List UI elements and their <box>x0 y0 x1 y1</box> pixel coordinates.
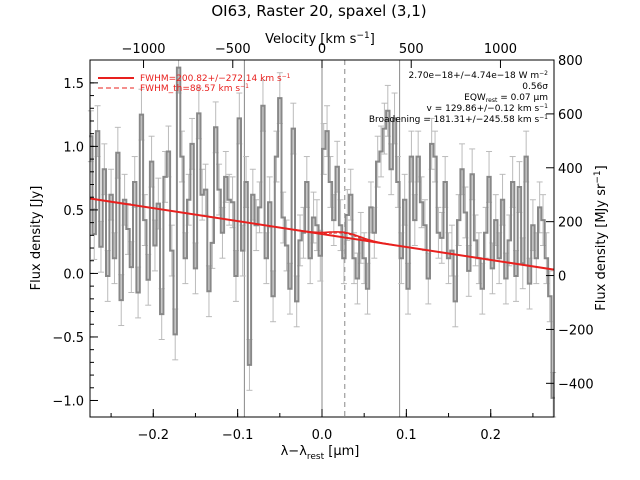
y-tick-label: 1.5 <box>63 77 84 92</box>
x-tick-label: 0.1 <box>396 428 417 443</box>
annotation: EQWrest = 0.07 μm <box>464 93 548 104</box>
right-tick-label: 200 <box>558 216 583 231</box>
top-tick-label: 0 <box>318 42 326 57</box>
legend-label: FWHM_th=88.57 km s−1 <box>140 83 249 94</box>
right-tick-label: −200 <box>558 323 594 338</box>
annotation: 0.56σ <box>522 82 548 92</box>
annotation: v = 129.86+/−0.12 km s−1 <box>427 103 549 114</box>
x-tick-label: −0.2 <box>137 428 169 443</box>
y-tick-label: −0.5 <box>52 331 84 346</box>
chart-title: OI63, Raster 20, spaxel (3,1) <box>211 2 426 20</box>
top-tick-label: −1000 <box>122 42 166 57</box>
annotation: 2.70e−18+/−4.74e−18 W m−2 <box>409 70 549 81</box>
y-axis-title: Flux density [Jy] <box>29 186 44 291</box>
right-tick-label: 400 <box>558 162 583 177</box>
annotation: Broadening = 181.31+/−245.58 km s−1 <box>369 114 548 125</box>
spectrum-line <box>89 66 555 399</box>
y-tick-label: 0.0 <box>63 267 84 282</box>
right-tick-label: 800 <box>558 54 583 69</box>
legend-label: FWHM=200.82+/−272.14 km s−1 <box>140 73 291 84</box>
y-tick-label: 1.0 <box>63 140 84 155</box>
legend: FWHM=200.82+/−272.14 km s−1FWHM_th=88.57… <box>98 73 291 94</box>
right-axis-title: Flux density [MJy sr−1] <box>593 165 609 310</box>
right-tick-label: −400 <box>558 377 594 392</box>
series-layer <box>89 66 555 399</box>
x-axis-title: λ−λrest [μm] <box>281 444 360 462</box>
top-axis-title: Velocity [km s−1] <box>265 31 375 47</box>
continuum-line <box>89 197 555 271</box>
gaussian-fit-thermal <box>294 229 394 246</box>
y-tick-label: 0.5 <box>63 204 84 219</box>
x-tick-label: 0.0 <box>312 428 333 443</box>
x-tick-label: −0.1 <box>222 428 254 443</box>
axis-ticks: −0.2 −0.1 0.0 0.1 0.2 −1.0 −0.5 0.0 0.5 1.0 1.5 −10… <box>52 42 593 443</box>
y-tick-label: −1.0 <box>52 394 84 409</box>
right-tick-label: 0 <box>558 270 566 285</box>
top-tick-label: −500 <box>215 42 251 57</box>
x-tick-label: 0.2 <box>480 428 501 443</box>
right-tick-label: 600 <box>558 108 583 123</box>
top-tick-label: 500 <box>399 42 424 57</box>
top-tick-label: 1000 <box>484 42 517 57</box>
